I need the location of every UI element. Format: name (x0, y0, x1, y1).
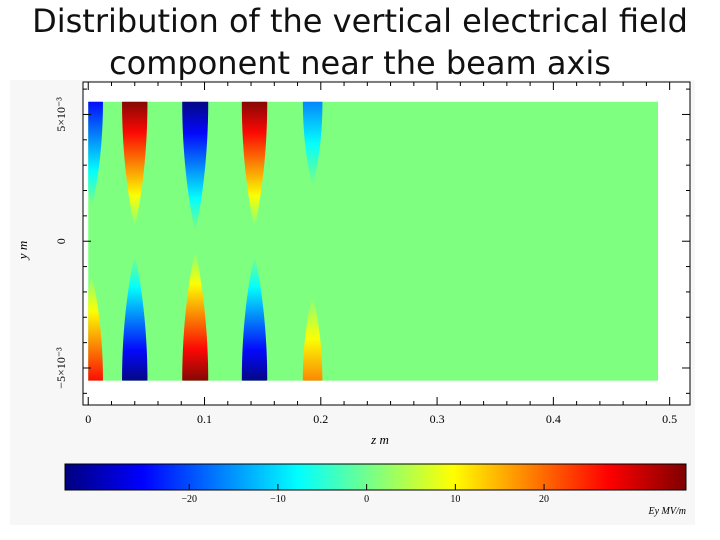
colorbar (64, 463, 687, 491)
y-tick-label: 0 (54, 238, 68, 244)
x-tick-label: 0 (85, 412, 91, 426)
colorbar-tick-label: −20 (181, 494, 197, 505)
y-axis-label: y m (15, 241, 30, 261)
colorbar-tick-label: 20 (539, 494, 549, 505)
x-tick-label: 0.2 (313, 412, 328, 426)
field-lobe-upper (182, 101, 209, 232)
slide-title: Distribution of the vertical electrical … (0, 0, 720, 84)
colorbar-label: Ey MV/m (648, 506, 687, 517)
colorbar-tick-label: 0 (364, 494, 369, 505)
slide-title-line-2: component near the beam axis (109, 44, 611, 82)
colorbar-tick-label: −10 (270, 494, 286, 505)
colorbar-tick-label: 10 (450, 494, 460, 505)
y-tick-label: 5×10⁻³ (54, 97, 68, 132)
x-tick-label: 0.1 (197, 412, 212, 426)
field-lobe-upper (88, 101, 103, 208)
field-lobe-lower (182, 250, 209, 381)
x-tick-label: 0.4 (546, 412, 561, 426)
field-lobe-upper (241, 101, 268, 228)
y-tick-label: −5×10⁻³ (54, 347, 68, 389)
x-tick-label: 0.5 (662, 412, 677, 426)
field-lobe-upper (302, 101, 323, 187)
x-tick-label: 0.3 (430, 412, 445, 426)
field-lobe-lower (241, 255, 268, 381)
slide-title-line-1: Distribution of the vertical electrical … (32, 2, 688, 40)
field-data-region (88, 101, 659, 381)
field-lobe-lower (302, 295, 323, 381)
field-lobe-lower (122, 255, 148, 381)
field-lobe-lower (88, 275, 103, 381)
x-axis-label: z m (370, 432, 389, 447)
field-lobe-upper (122, 101, 148, 228)
